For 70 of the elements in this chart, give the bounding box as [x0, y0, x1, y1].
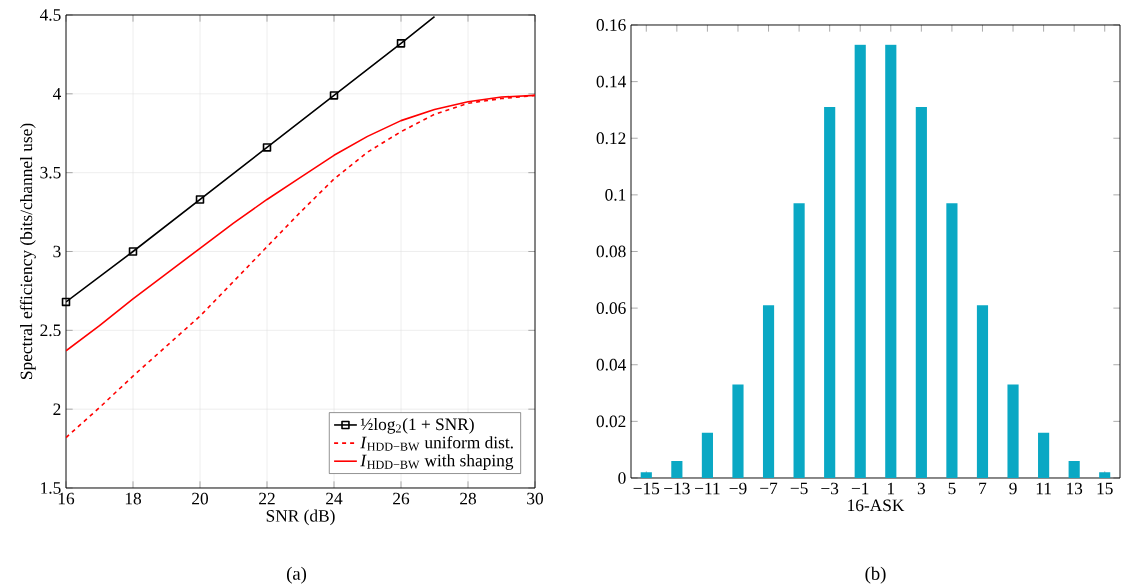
y-tick-label: 0.12	[596, 132, 626, 145]
x-tick-label: 16	[58, 492, 75, 505]
x-tick-label: 30	[527, 492, 544, 505]
point	[396, 39, 406, 48]
x-tick-label: 11	[1036, 482, 1051, 495]
text: (b)	[865, 566, 886, 584]
x-tick-label: 3	[917, 482, 926, 495]
y-axis-title: Spectral efficiency (bits/channel use)	[19, 123, 36, 379]
bar	[946, 203, 958, 478]
x-tick-label: 9	[1009, 482, 1017, 495]
bar	[1038, 432, 1050, 478]
bar	[915, 107, 927, 478]
x-tick-label: −13	[664, 482, 690, 495]
x-axis-title: SNR (dB)	[266, 509, 335, 526]
y-tick-label: 0.04	[596, 358, 627, 371]
y-tick-label: 0.02	[596, 415, 626, 428]
legend-label: I$_{HDD−BW}$ with shaping	[360, 454, 514, 470]
x-tick-label: 5	[948, 482, 956, 495]
y-tick-label: 0	[618, 472, 626, 484]
y-tick-label: 0.06	[596, 302, 626, 314]
y-tick-label: 4	[52, 88, 62, 100]
x-tick-label: 7	[979, 482, 987, 495]
bar	[640, 472, 652, 478]
bar	[1007, 384, 1019, 478]
y-tick-label: 2	[53, 403, 61, 415]
x-tick-label: 26	[393, 492, 410, 505]
bar	[762, 305, 775, 478]
x-tick-label: −15	[633, 482, 660, 495]
y-tick-label: 1.5	[41, 482, 61, 494]
y-tick-label: 2.5	[40, 324, 61, 337]
point	[195, 195, 205, 204]
x-tick-label: 18	[125, 492, 142, 505]
x-tick-label: 24	[326, 492, 343, 505]
y-tick-label: 3	[53, 245, 61, 258]
bar	[701, 432, 713, 478]
text: (a)	[286, 566, 307, 584]
x-tick-label: −9	[729, 482, 747, 495]
point	[262, 143, 272, 152]
x-tick-label: −3	[821, 482, 839, 495]
x-tick-label: 13	[1067, 482, 1083, 495]
bar	[793, 203, 805, 478]
point	[329, 91, 339, 100]
x-tick-label: 22	[259, 492, 275, 505]
bar	[1068, 460, 1080, 478]
y-tick-label: 0.14	[596, 75, 627, 88]
y-tick-label: 3.5	[40, 166, 61, 179]
bar	[1099, 472, 1111, 478]
y-tick-label: 0.08	[596, 245, 626, 258]
bar	[976, 305, 989, 478]
x-tick-label: 15	[1097, 482, 1113, 495]
x-tick-label: −11	[695, 482, 720, 495]
x-tick-label: 1	[887, 482, 895, 495]
x-tick-label: 28	[460, 492, 477, 505]
y-tick-label: 0.1	[605, 188, 626, 201]
x-tick-label: −7	[760, 482, 778, 495]
x-tick-label: −5	[790, 482, 808, 495]
point	[61, 297, 71, 307]
x-tick-label: −1	[851, 482, 869, 495]
bar	[824, 107, 836, 478]
x-axis-title: 16-ASK	[848, 499, 905, 512]
legend-label: I$_{HDD−BW}$ uniform dist.	[360, 435, 513, 451]
y-tick-label: 0.16	[596, 19, 626, 31]
legend-label: ½log$_{2}$(1 + SNR)	[360, 417, 474, 434]
point	[128, 247, 138, 256]
bar	[732, 384, 744, 478]
bar	[885, 44, 897, 478]
bar	[854, 44, 866, 478]
y-tick-label: 4.5	[39, 9, 61, 21]
x-tick-label: 20	[192, 492, 209, 505]
bar	[671, 460, 683, 478]
